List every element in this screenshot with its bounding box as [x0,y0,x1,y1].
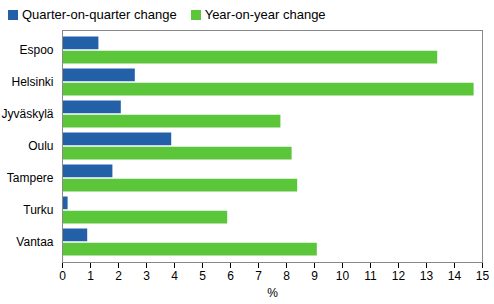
svg-text:10: 10 [336,269,350,283]
svg-text:4: 4 [171,269,178,283]
svg-text:0: 0 [59,269,66,283]
svg-text:14: 14 [448,269,462,283]
svg-text:7: 7 [255,269,262,283]
svg-text:Oulu: Oulu [28,139,53,153]
svg-text:9: 9 [311,269,318,283]
svg-text:1: 1 [87,269,94,283]
svg-text:5: 5 [199,269,206,283]
svg-text:Tampere: Tampere [7,171,54,185]
svg-text:%: % [267,286,278,300]
svg-text:6: 6 [227,269,234,283]
html-text:Quarter-on-quarter change: Quarter-on-quarter change [22,6,177,22]
svg-text:11: 11 [364,269,377,283]
svg-text:Helsinki: Helsinki [11,75,53,89]
svg-text:12: 12 [392,269,406,283]
svg-text:Vantaa: Vantaa [16,235,53,249]
svg-text:8: 8 [283,269,290,283]
svg-text:3: 3 [143,269,150,283]
html-text:Year-on-year change: Year-on-year change [204,6,326,22]
svg-text:2: 2 [115,269,122,283]
svg-text:13: 13 [420,269,434,283]
svg-text:Turku: Turku [23,203,53,217]
svg-text:Jyväskylä: Jyväskylä [1,107,53,121]
svg-text:15: 15 [476,269,490,283]
svg-text:Espoo: Espoo [19,43,53,57]
